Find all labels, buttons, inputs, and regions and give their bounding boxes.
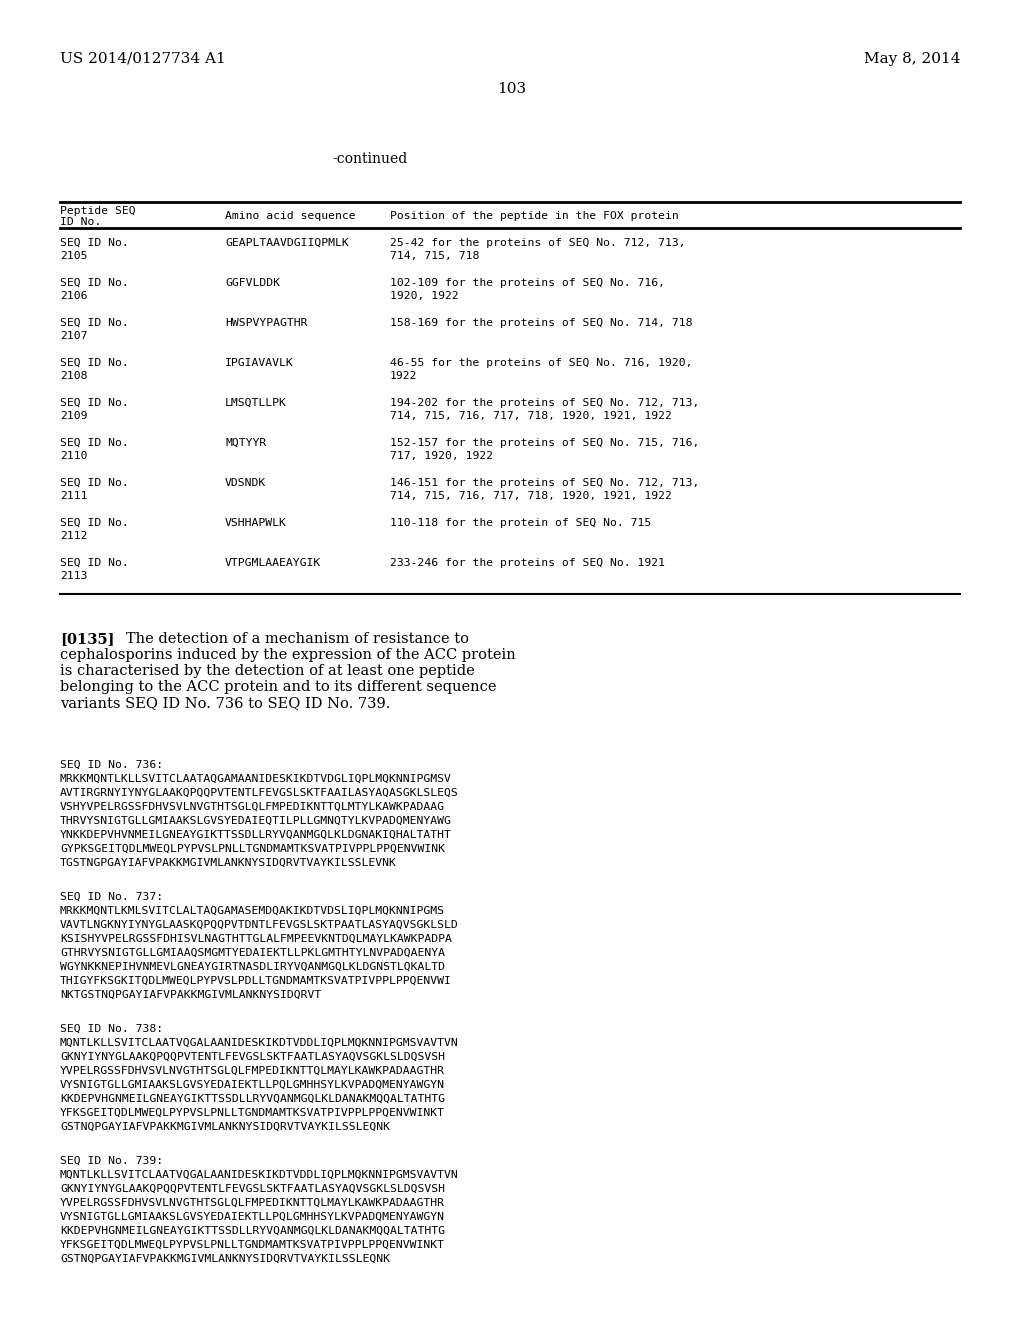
Text: Amino acid sequence: Amino acid sequence	[225, 211, 355, 220]
Text: GGFVLDDK: GGFVLDDK	[225, 279, 280, 288]
Text: MRKKMQNTLKLLSVITCLAATAQGAMAANIDESKIKDTVDGLIQPLMQKNNIPGMSV: MRKKMQNTLKLLSVITCLAATAQGAMAANIDESKIKDTVD…	[60, 774, 452, 784]
Text: VSHYVPELRGSSFDHVSVLNVGTHTSGLQLFMPEDIKNTTQLMTYLKAWKPADAAG: VSHYVPELRGSSFDHVSVLNVGTHTSGLQLFMPEDIKNTT…	[60, 803, 445, 812]
Text: KKDEPVHGNMEILGNEAYGIKTTSSDLLRYVQANMGQLKLDANAKMQQALTATHTG: KKDEPVHGNMEILGNEAYGIKTTSSDLLRYVQANMGQLKL…	[60, 1094, 445, 1104]
Text: 152-157 for the proteins of SEQ No. 715, 716,: 152-157 for the proteins of SEQ No. 715,…	[390, 438, 699, 447]
Text: YFKSGEITQDLMWEQLPYPVSLPNLLTGNDMAMTKSVATPIVPPLPPQENVWINKT: YFKSGEITQDLMWEQLPYPVSLPNLLTGNDMAMTKSVATP…	[60, 1107, 445, 1118]
Text: The detection of a mechanism of resistance to: The detection of a mechanism of resistan…	[112, 632, 469, 645]
Text: is characterised by the detection of at least one peptide: is characterised by the detection of at …	[60, 664, 475, 678]
Text: SEQ ID No.: SEQ ID No.	[60, 318, 129, 327]
Text: 1920, 1922: 1920, 1922	[390, 290, 459, 301]
Text: US 2014/0127734 A1: US 2014/0127734 A1	[60, 51, 225, 66]
Text: 46-55 for the proteins of SEQ No. 716, 1920,: 46-55 for the proteins of SEQ No. 716, 1…	[390, 358, 692, 368]
Text: MQTYYR: MQTYYR	[225, 438, 266, 447]
Text: LMSQTLLPK: LMSQTLLPK	[225, 399, 287, 408]
Text: GTHRVYSNIGTGLLGMIAAQSMGMTYEDAIEKTLLPKLGMTHTYLNVPADQAENYA: GTHRVYSNIGTGLLGMIAAQSMGMTYEDAIEKTLLPKLGM…	[60, 948, 445, 958]
Text: SEQ ID No.: SEQ ID No.	[60, 558, 129, 568]
Text: SEQ ID No.: SEQ ID No.	[60, 358, 129, 368]
Text: WGYNKKNEPIHVNMEVLGNEAYGIRTNASDLIRYVQANMGQLKLDGNSTLQKALTD: WGYNKKNEPIHVNMEVLGNEAYGIRTNASDLIRYVQANMG…	[60, 962, 445, 972]
Text: GKNYIYNYGLAAKQPQQPVTENTLFEVGSLSKTFAATLASYAQVSGKLSLDQSVSH: GKNYIYNYGLAAKQPQQPVTENTLFEVGSLSKTFAATLAS…	[60, 1052, 445, 1063]
Text: VYSNIGTGLLGMIAAKSLGVSYEDAIEKTLLPQLGMHHSYLKVPADQMENYAWGYN: VYSNIGTGLLGMIAAKSLGVSYEDAIEKTLLPQLGMHHSY…	[60, 1080, 445, 1090]
Text: 714, 715, 716, 717, 718, 1920, 1921, 1922: 714, 715, 716, 717, 718, 1920, 1921, 192…	[390, 411, 672, 421]
Text: SEQ ID No. 738:: SEQ ID No. 738:	[60, 1024, 163, 1034]
Text: variants SEQ ID No. 736 to SEQ ID No. 739.: variants SEQ ID No. 736 to SEQ ID No. 73…	[60, 696, 390, 710]
Text: 102-109 for the proteins of SEQ No. 716,: 102-109 for the proteins of SEQ No. 716,	[390, 279, 665, 288]
Text: 25-42 for the proteins of SEQ No. 712, 713,: 25-42 for the proteins of SEQ No. 712, 7…	[390, 238, 686, 248]
Text: VDSNDK: VDSNDK	[225, 478, 266, 488]
Text: MQNTLKLLSVITCLAATVQGALAANIDESKIKDTVDDLIQPLMQKNNIPGMSVAVTVN: MQNTLKLLSVITCLAATVQGALAANIDESKIKDTVDDLIQ…	[60, 1170, 459, 1180]
Text: THRVYSNIGTGLLGMIAAKSLGVSYEDAIEQTILPLLGMNQTYLKVPADQMENYAWG: THRVYSNIGTGLLGMIAAKSLGVSYEDAIEQTILPLLGMN…	[60, 816, 452, 826]
Text: VAVTLNGKNYIYNYGLAASKQPQQPVTDNTLFEVGSLSKTPAATLASYAQVSGKLSLD: VAVTLNGKNYIYNYGLAASKQPQQPVTDNTLFEVGSLSKT…	[60, 920, 459, 931]
Text: belonging to the ACC protein and to its different sequence: belonging to the ACC protein and to its …	[60, 680, 497, 694]
Text: Position of the peptide in the FOX protein: Position of the peptide in the FOX prote…	[390, 211, 679, 220]
Text: 233-246 for the proteins of SEQ No. 1921: 233-246 for the proteins of SEQ No. 1921	[390, 558, 665, 568]
Text: May 8, 2014: May 8, 2014	[863, 51, 961, 66]
Text: MQNTLKLLSVITCLAATVQGALAANIDESKIKDTVDDLIQPLMQKNNIPGMSVAVTVN: MQNTLKLLSVITCLAATVQGALAANIDESKIKDTVDDLIQ…	[60, 1038, 459, 1048]
Text: Peptide SEQ: Peptide SEQ	[60, 206, 135, 216]
Text: [0135]: [0135]	[60, 632, 115, 645]
Text: GSTNQPGAYIAFVPAKKMGIVMLANKNYSIDQRVTVAYKILSSLEQNK: GSTNQPGAYIAFVPAKKMGIVMLANKNYSIDQRVTVAYKI…	[60, 1254, 390, 1265]
Text: THIGYFKSGKITQDLMWEQLPYPVSLPDLLTGNDMAMTKSVATPIVPPLPPQENVWI: THIGYFKSGKITQDLMWEQLPYPVSLPDLLTGNDMAMTKS…	[60, 975, 452, 986]
Text: 194-202 for the proteins of SEQ No. 712, 713,: 194-202 for the proteins of SEQ No. 712,…	[390, 399, 699, 408]
Text: KSISHYVPELRGSSFDHISVLNAGTHTTGLALFMPEEVKNTDQLMAYLKAWKPADPA: KSISHYVPELRGSSFDHISVLNAGTHTTGLALFMPEEVKN…	[60, 935, 452, 944]
Text: AVTIRGRNYIYNYGLAAKQPQQPVTENTLFEVGSLSKTFAAILASYAQASGKLSLEQS: AVTIRGRNYIYNYGLAAKQPQQPVTENTLFEVGSLSKTFA…	[60, 788, 459, 799]
Text: 1922: 1922	[390, 371, 418, 381]
Text: YNKKDEPVHVNMEILGNEAYGIKTTSSDLLRYVQANMGQLKLDGNAKIQHALTATHT: YNKKDEPVHVNMEILGNEAYGIKTTSSDLLRYVQANMGQL…	[60, 830, 452, 840]
Text: YVPELRGSSFDHVSVLNVGTHTSGLQLFMPEDIKNTTQLMAYLKAWKPADAAGTHR: YVPELRGSSFDHVSVLNVGTHTSGLQLFMPEDIKNTTQLM…	[60, 1067, 445, 1076]
Text: SEQ ID No.: SEQ ID No.	[60, 399, 129, 408]
Text: TGSTNGPGAYIAFVPAKKMGIVMLANKNYSIDQRVTVAYKILSSLEVNK: TGSTNGPGAYIAFVPAKKMGIVMLANKNYSIDQRVTVAYK…	[60, 858, 397, 869]
Text: 2107: 2107	[60, 331, 87, 341]
Text: GYPKSGEITQDLMWEQLPYPVSLPNLLTGNDMAMTKSVATPIVPPLPPQENVWINK: GYPKSGEITQDLMWEQLPYPVSLPNLLTGNDMAMTKSVAT…	[60, 843, 445, 854]
Text: SEQ ID No.: SEQ ID No.	[60, 279, 129, 288]
Text: ID No.: ID No.	[60, 216, 101, 227]
Text: 2111: 2111	[60, 491, 87, 502]
Text: 146-151 for the proteins of SEQ No. 712, 713,: 146-151 for the proteins of SEQ No. 712,…	[390, 478, 699, 488]
Text: -continued: -continued	[333, 152, 408, 166]
Text: 2108: 2108	[60, 371, 87, 381]
Text: HWSPVYPAGTHR: HWSPVYPAGTHR	[225, 318, 307, 327]
Text: 2109: 2109	[60, 411, 87, 421]
Text: SEQ ID No. 736:: SEQ ID No. 736:	[60, 760, 163, 770]
Text: 2110: 2110	[60, 451, 87, 461]
Text: SEQ ID No.: SEQ ID No.	[60, 517, 129, 528]
Text: 717, 1920, 1922: 717, 1920, 1922	[390, 451, 494, 461]
Text: SEQ ID No.: SEQ ID No.	[60, 478, 129, 488]
Text: SEQ ID No. 737:: SEQ ID No. 737:	[60, 892, 163, 902]
Text: KKDEPVHGNMEILGNEAYGIKTTSSDLLRYVQANMGQLKLDANAKMQQALTATHTG: KKDEPVHGNMEILGNEAYGIKTTSSDLLRYVQANMGQLKL…	[60, 1226, 445, 1236]
Text: GSTNQPGAYIAFVPAKKMGIVMLANKNYSIDQRVTVAYKILSSLEQNK: GSTNQPGAYIAFVPAKKMGIVMLANKNYSIDQRVTVAYKI…	[60, 1122, 390, 1133]
Text: 2113: 2113	[60, 572, 87, 581]
Text: YFKSGEITQDLMWEQLPYPVSLPNLLTGNDMAMTKSVATPIVPPLPPQENVWINKT: YFKSGEITQDLMWEQLPYPVSLPNLLTGNDMAMTKSVATP…	[60, 1239, 445, 1250]
Text: 2105: 2105	[60, 251, 87, 261]
Text: 103: 103	[498, 82, 526, 96]
Text: 158-169 for the proteins of SEQ No. 714, 718: 158-169 for the proteins of SEQ No. 714,…	[390, 318, 692, 327]
Text: 714, 715, 718: 714, 715, 718	[390, 251, 479, 261]
Text: YVPELRGSSFDHVSVLNVGTHTSGLQLFMPEDIKNTTQLMAYLKAWKPADAAGTHR: YVPELRGSSFDHVSVLNVGTHTSGLQLFMPEDIKNTTQLM…	[60, 1199, 445, 1208]
Text: 110-118 for the protein of SEQ No. 715: 110-118 for the protein of SEQ No. 715	[390, 517, 651, 528]
Text: NKTGSTNQPGAYIAFVPAKKMGIVMLANKNYSIDQRVT: NKTGSTNQPGAYIAFVPAKKMGIVMLANKNYSIDQRVT	[60, 990, 322, 1001]
Text: MRKKMQNTLKMLSVITCLALTAQGAMASEMDQAKIKDTVDSLIQPLMQKNNIPGMS: MRKKMQNTLKMLSVITCLALTAQGAMASEMDQAKIKDTVD…	[60, 906, 445, 916]
Text: SEQ ID No.: SEQ ID No.	[60, 238, 129, 248]
Text: SEQ ID No. 739:: SEQ ID No. 739:	[60, 1156, 163, 1166]
Text: cephalosporins induced by the expression of the ACC protein: cephalosporins induced by the expression…	[60, 648, 516, 663]
Text: VYSNIGTGLLGMIAAKSLGVSYEDAIEKTLLPQLGMHHSYLKVPADQMENYAWGYN: VYSNIGTGLLGMIAAKSLGVSYEDAIEKTLLPQLGMHHSY…	[60, 1212, 445, 1222]
Text: IPGIAVAVLK: IPGIAVAVLK	[225, 358, 294, 368]
Text: 2106: 2106	[60, 290, 87, 301]
Text: VTPGMLAAEAYGIK: VTPGMLAAEAYGIK	[225, 558, 322, 568]
Text: 2112: 2112	[60, 531, 87, 541]
Text: SEQ ID No.: SEQ ID No.	[60, 438, 129, 447]
Text: VSHHAPWLK: VSHHAPWLK	[225, 517, 287, 528]
Text: GKNYIYNYGLAAKQPQQPVTENTLFEVGSLSKTFAATLASYAQVSGKLSLDQSVSH: GKNYIYNYGLAAKQPQQPVTENTLFEVGSLSKTFAATLAS…	[60, 1184, 445, 1195]
Text: GEAPLTAAVDGIIQPMLK: GEAPLTAAVDGIIQPMLK	[225, 238, 349, 248]
Text: 714, 715, 716, 717, 718, 1920, 1921, 1922: 714, 715, 716, 717, 718, 1920, 1921, 192…	[390, 491, 672, 502]
